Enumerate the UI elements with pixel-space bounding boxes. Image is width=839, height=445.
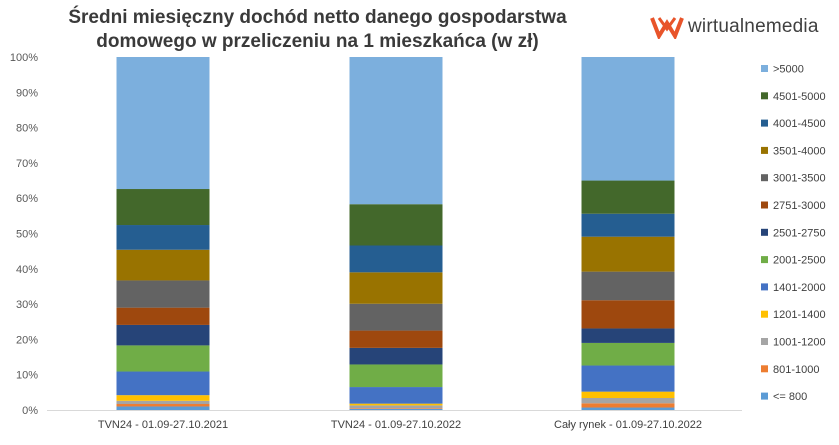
- y-tick-label: 100%: [10, 52, 38, 64]
- bar-segment: [349, 303, 443, 331]
- bar-segment: [581, 407, 675, 410]
- bar-segment: [581, 342, 675, 366]
- legend-swatch: [761, 119, 768, 127]
- bar-segment: [349, 272, 443, 304]
- x-category-label: TVN24 - 01.09-27.10.2021: [98, 419, 228, 431]
- legend-item-label: <= 800: [773, 391, 807, 403]
- bar-segment: [349, 387, 443, 404]
- logo-text: wirtualnemedia: [688, 16, 819, 37]
- legend-swatch: [761, 338, 768, 345]
- legend-item-label: 4501-5000: [773, 91, 826, 103]
- y-tick-label: 20%: [16, 334, 38, 346]
- bar-segment: [116, 225, 210, 250]
- bar-segment: [581, 213, 675, 237]
- legend-swatch: [761, 256, 768, 264]
- bar-segment: [581, 57, 675, 181]
- y-tick-label: 50%: [16, 229, 38, 241]
- x-category-label: TVN24 - 01.09-27.10.2022: [331, 419, 461, 431]
- bar-segment: [581, 271, 675, 301]
- bar-segment: [581, 365, 675, 392]
- bars: [116, 57, 675, 410]
- chart-title: Średni miesięczny dochód netto danego go…: [68, 7, 567, 52]
- bar-segment: [116, 395, 210, 401]
- legend-item-label: 1201-1400: [773, 309, 826, 321]
- legend-item-label: 1001-1200: [773, 337, 826, 349]
- legend-item-label: 3501-4000: [773, 145, 826, 157]
- bar-segment: [581, 403, 675, 408]
- bar-segment: [349, 405, 443, 409]
- bar-segment: [349, 330, 443, 348]
- bar-segment: [349, 408, 443, 410]
- bar-segment: [581, 236, 675, 272]
- legend-swatch: [761, 365, 768, 373]
- bar-segment: [116, 403, 210, 407]
- legend-item-label: 801-1000: [773, 364, 820, 376]
- bar-segment: [349, 403, 443, 406]
- legend-item-label: 1401-2000: [773, 282, 826, 294]
- bar-segment: [116, 400, 210, 404]
- y-tick-label: 0%: [22, 405, 38, 417]
- bar-segment: [116, 324, 210, 346]
- legend-swatch: [761, 146, 768, 154]
- legend-item-label: 2001-2500: [773, 255, 826, 267]
- legend-item-label: 4001-4500: [773, 118, 826, 130]
- x-category-label: Cały rynek - 01.09-27.10.2022: [554, 419, 702, 431]
- bar-segment: [581, 180, 675, 214]
- bar-segment: [116, 307, 210, 325]
- bar-segment: [581, 328, 675, 343]
- bar-segment: [116, 249, 210, 281]
- legend-swatch: [761, 92, 768, 100]
- x-axis: TVN24 - 01.09-27.10.2021 TVN24 - 01.09-27…: [47, 410, 742, 431]
- bar-segment: [581, 391, 675, 398]
- y-tick-label: 40%: [16, 264, 38, 276]
- bar-segment: [116, 280, 210, 308]
- legend-swatch: [761, 65, 768, 72]
- y-tick-label: 80%: [16, 123, 38, 135]
- wirtualnemedia-logo: wirtualnemedia: [650, 15, 819, 39]
- y-tick-label: 60%: [16, 193, 38, 205]
- y-tick-label: 10%: [16, 370, 38, 382]
- legend-item-label: 2751-3000: [773, 200, 826, 212]
- y-tick-label: 70%: [16, 158, 38, 170]
- legend-swatch: [761, 310, 768, 318]
- legend-item-label: 2501-2750: [773, 227, 826, 239]
- bar-segment: [349, 204, 443, 246]
- bar-segment: [349, 245, 443, 273]
- bar-segment: [116, 371, 210, 396]
- legend-swatch: [761, 174, 768, 182]
- bar-segment: [581, 300, 675, 329]
- legend-swatch: [761, 283, 768, 291]
- bar-segment: [349, 347, 443, 365]
- legend-item-label: >5000: [773, 64, 804, 76]
- legend-swatch: [761, 392, 768, 400]
- bar-segment: [116, 345, 210, 372]
- y-tick-label: 30%: [16, 299, 38, 311]
- bar-segment: [349, 57, 443, 205]
- legend-swatch: [761, 201, 768, 209]
- legend-swatch: [761, 228, 768, 236]
- bar-segment: [349, 408, 443, 409]
- bar-segment: [349, 364, 443, 388]
- y-axis: 0% 10% 20% 30% 40% 50% 60% 70% 80% 90% 100%: [10, 52, 38, 417]
- bar-segment: [116, 57, 210, 190]
- y-tick-label: 90%: [16, 87, 38, 99]
- legend-item-label: 3001-3500: [773, 173, 826, 185]
- bar-segment: [116, 406, 210, 410]
- legend: >5000 4501-5000 4001-4500 3501-4000 3001-350…: [761, 64, 826, 403]
- bar-segment: [116, 189, 210, 226]
- bar-segment: [581, 397, 675, 404]
- wirtualnemedia-logo-icon: [650, 17, 684, 39]
